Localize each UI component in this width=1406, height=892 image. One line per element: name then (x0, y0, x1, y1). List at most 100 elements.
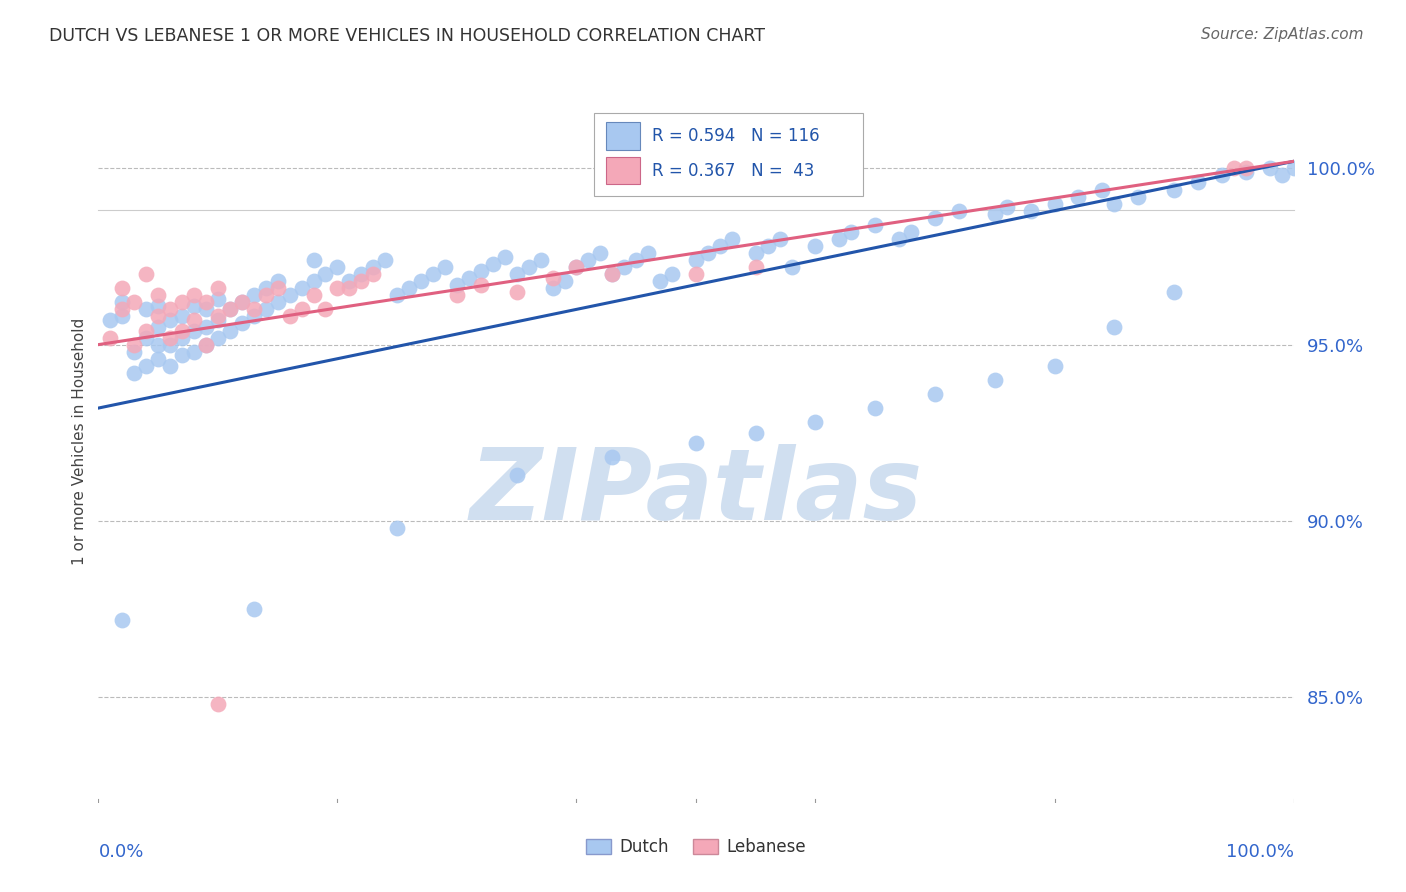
Point (804, 239, 827, 253)
Point (291, 281, 314, 295)
Point (148, 310, 170, 324)
Point (124, 344, 146, 359)
Point (302, 253, 325, 268)
Point (195, 295, 218, 310)
Point (111, 302, 134, 317)
Point (183, 288, 205, 302)
Point (470, 263, 492, 277)
Point (172, 330, 194, 344)
Point (207, 697, 229, 711)
Point (768, 232, 790, 246)
Point (195, 337, 218, 351)
Point (1104, 196, 1126, 211)
Point (865, 401, 887, 415)
Point (98, 330, 122, 344)
FancyBboxPatch shape (606, 122, 640, 150)
Point (111, 310, 134, 324)
Point (315, 267, 337, 281)
Text: 0.0%: 0.0% (98, 843, 143, 861)
Point (745, 260, 768, 274)
Point (111, 281, 134, 295)
Point (183, 344, 205, 359)
Point (709, 239, 731, 253)
Point (685, 267, 707, 281)
Point (602, 267, 624, 281)
Point (159, 337, 181, 351)
Point (315, 302, 337, 317)
Point (661, 267, 683, 281)
Point (207, 292, 229, 306)
Point (219, 324, 242, 338)
Text: Source: ZipAtlas.com: Source: ZipAtlas.com (1201, 27, 1364, 42)
Point (1234, 165, 1257, 179)
Point (267, 295, 290, 310)
Point (135, 330, 157, 344)
Text: R = 0.367   N =  43: R = 0.367 N = 43 (652, 161, 814, 179)
Point (231, 295, 253, 310)
Point (889, 232, 911, 246)
Y-axis label: 1 or more Vehicles in Household: 1 or more Vehicles in Household (72, 318, 87, 566)
Point (207, 330, 229, 344)
Point (363, 260, 385, 274)
Point (648, 274, 672, 288)
Point (948, 203, 970, 218)
Point (900, 225, 922, 239)
Point (602, 450, 624, 465)
Point (172, 295, 194, 310)
Point (446, 277, 468, 292)
Point (148, 288, 170, 302)
Point (685, 436, 707, 450)
Point (865, 218, 887, 232)
Text: DUTCH VS LEBANESE 1 OR MORE VEHICLES IN HOUSEHOLD CORRELATION CHART: DUTCH VS LEBANESE 1 OR MORE VEHICLES IN … (49, 27, 765, 45)
Point (195, 337, 218, 351)
Point (1223, 161, 1246, 176)
Point (207, 281, 229, 295)
Point (1043, 196, 1066, 211)
Point (135, 324, 157, 338)
Point (135, 302, 157, 317)
Point (148, 320, 170, 334)
Point (243, 602, 266, 616)
Legend: Dutch, Lebanese: Dutch, Lebanese (579, 831, 813, 863)
Point (506, 267, 529, 281)
Point (1128, 189, 1150, 203)
Point (148, 351, 170, 366)
FancyBboxPatch shape (595, 112, 863, 196)
Point (183, 299, 205, 313)
Point (565, 260, 588, 274)
Point (267, 281, 290, 295)
Point (1104, 320, 1126, 334)
Point (243, 288, 266, 302)
Point (124, 337, 146, 351)
Point (243, 310, 266, 324)
Point (530, 253, 553, 268)
Point (326, 260, 349, 274)
Point (231, 295, 253, 310)
Text: ZIPatlas: ZIPatlas (470, 443, 922, 541)
Point (278, 288, 301, 302)
Point (602, 267, 624, 281)
Point (148, 299, 170, 313)
Point (148, 337, 170, 351)
Point (326, 281, 349, 295)
Point (291, 302, 314, 317)
Point (243, 302, 266, 317)
Point (924, 387, 946, 401)
Point (159, 330, 181, 344)
Point (1091, 182, 1114, 196)
Point (350, 267, 373, 281)
Point (207, 310, 229, 324)
Point (458, 270, 481, 285)
Point (984, 373, 1007, 387)
Point (111, 295, 134, 310)
Point (159, 313, 181, 327)
Point (1163, 182, 1185, 196)
Text: R = 0.594   N = 116: R = 0.594 N = 116 (652, 127, 820, 145)
Point (124, 295, 146, 310)
Point (541, 281, 564, 295)
Point (207, 313, 229, 327)
Point (254, 288, 277, 302)
Point (481, 256, 505, 270)
Point (350, 274, 373, 288)
Point (411, 274, 433, 288)
